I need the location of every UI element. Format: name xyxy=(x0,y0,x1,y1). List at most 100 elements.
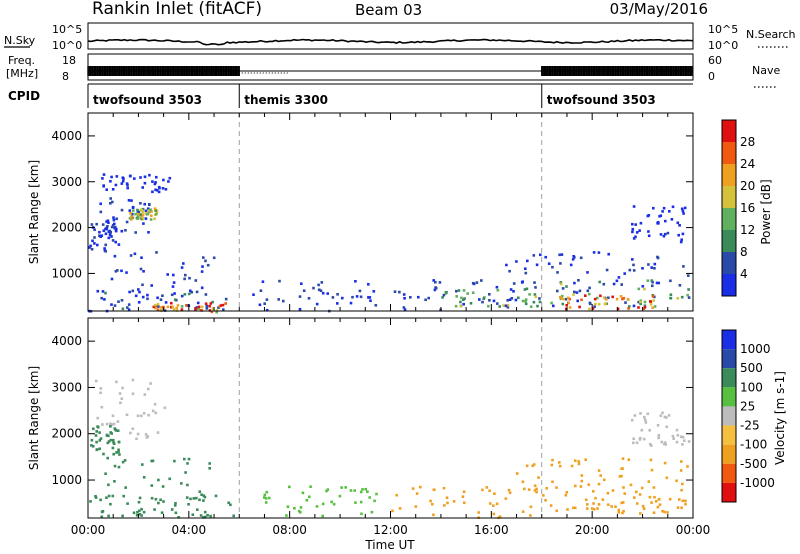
data-cell xyxy=(369,299,372,302)
data-cell xyxy=(564,493,568,497)
data-cell xyxy=(672,437,675,440)
data-cell xyxy=(110,225,114,229)
data-cell xyxy=(101,423,104,426)
data-cell xyxy=(164,188,168,191)
data-cell xyxy=(102,229,106,232)
data-cell xyxy=(208,467,211,470)
data-cell xyxy=(538,297,541,300)
data-cell xyxy=(298,295,302,298)
data-cell xyxy=(129,431,132,435)
data-cell xyxy=(105,188,108,191)
data-cell xyxy=(617,276,621,279)
data-cell xyxy=(671,434,675,438)
data-cell xyxy=(176,304,180,307)
data-cell xyxy=(433,488,436,491)
data-cell xyxy=(545,487,548,490)
data-cell xyxy=(351,295,354,299)
data-cell xyxy=(261,280,265,283)
data-cell xyxy=(403,308,407,311)
data-cell xyxy=(654,500,658,503)
data-cell xyxy=(368,496,371,499)
data-cell xyxy=(141,283,144,287)
velocity-ylabel: Slant Range [km] xyxy=(27,366,41,470)
data-cell xyxy=(506,299,509,302)
data-cell xyxy=(623,492,626,495)
data-cell xyxy=(101,223,105,226)
data-cell xyxy=(141,295,145,299)
data-cell xyxy=(147,413,150,417)
data-cell xyxy=(676,433,680,437)
data-cell xyxy=(95,448,99,451)
data-cell xyxy=(459,300,462,304)
data-cell xyxy=(126,186,129,190)
data-cell xyxy=(104,291,107,295)
data-cell xyxy=(194,279,198,282)
cpid-segment-label: themis 3300 xyxy=(244,93,328,107)
data-cell xyxy=(682,212,685,215)
data-cell xyxy=(96,289,100,293)
data-cell xyxy=(549,504,553,507)
data-cell xyxy=(579,256,583,260)
data-cell xyxy=(675,428,679,432)
data-cell xyxy=(615,279,619,283)
data-cell xyxy=(170,301,173,305)
freq-tick-top: 18 xyxy=(62,54,76,67)
data-cell xyxy=(202,256,205,259)
data-cell xyxy=(651,280,654,284)
data-cell xyxy=(100,510,104,514)
colorbar-swatch xyxy=(722,406,736,426)
data-cell xyxy=(635,231,639,234)
data-cell xyxy=(680,207,684,211)
data-cell xyxy=(488,489,491,493)
data-cell xyxy=(109,438,113,442)
data-cell xyxy=(652,299,655,302)
data-cell xyxy=(113,480,116,483)
colorbar-swatch xyxy=(722,120,736,142)
data-cell xyxy=(632,263,635,267)
data-cell xyxy=(336,293,339,296)
data-cell xyxy=(130,215,133,219)
data-cell xyxy=(122,494,125,498)
data-cell xyxy=(573,281,576,285)
data-cell xyxy=(630,418,634,422)
data-cell xyxy=(622,486,625,489)
data-cell xyxy=(317,283,320,287)
data-cell xyxy=(639,302,642,306)
data-cell xyxy=(180,266,184,269)
data-cell xyxy=(136,510,139,514)
data-cell xyxy=(602,296,606,299)
data-cell xyxy=(173,292,176,295)
colorbar-tick-label: 100 xyxy=(740,380,763,394)
data-cell xyxy=(114,229,118,232)
data-cell xyxy=(621,467,624,470)
data-cell xyxy=(94,434,98,437)
data-cell xyxy=(534,295,538,299)
data-cell xyxy=(110,432,113,435)
data-cell xyxy=(532,463,536,466)
data-cell xyxy=(138,513,142,516)
data-cell xyxy=(153,508,156,511)
x-tick-label: 00:00 xyxy=(71,523,106,537)
data-cell xyxy=(680,488,683,492)
data-cell xyxy=(293,507,296,510)
data-cell xyxy=(121,179,125,183)
data-cell xyxy=(657,281,660,285)
data-cell xyxy=(607,296,610,300)
data-cell xyxy=(647,230,650,233)
data-cell xyxy=(212,256,216,260)
data-cell xyxy=(665,425,668,429)
data-cell xyxy=(142,510,146,514)
x-tick-label: 12:00 xyxy=(373,523,408,537)
data-cell xyxy=(586,503,589,506)
data-cell xyxy=(265,490,269,494)
data-cell xyxy=(597,302,601,306)
data-cell xyxy=(205,307,209,310)
data-cell xyxy=(644,421,648,424)
data-cell xyxy=(526,259,529,263)
data-cell xyxy=(91,445,95,448)
data-cell xyxy=(104,472,107,475)
data-cell xyxy=(156,302,160,306)
data-cell xyxy=(140,217,143,221)
data-cell xyxy=(206,513,209,517)
data-cell xyxy=(588,292,591,296)
